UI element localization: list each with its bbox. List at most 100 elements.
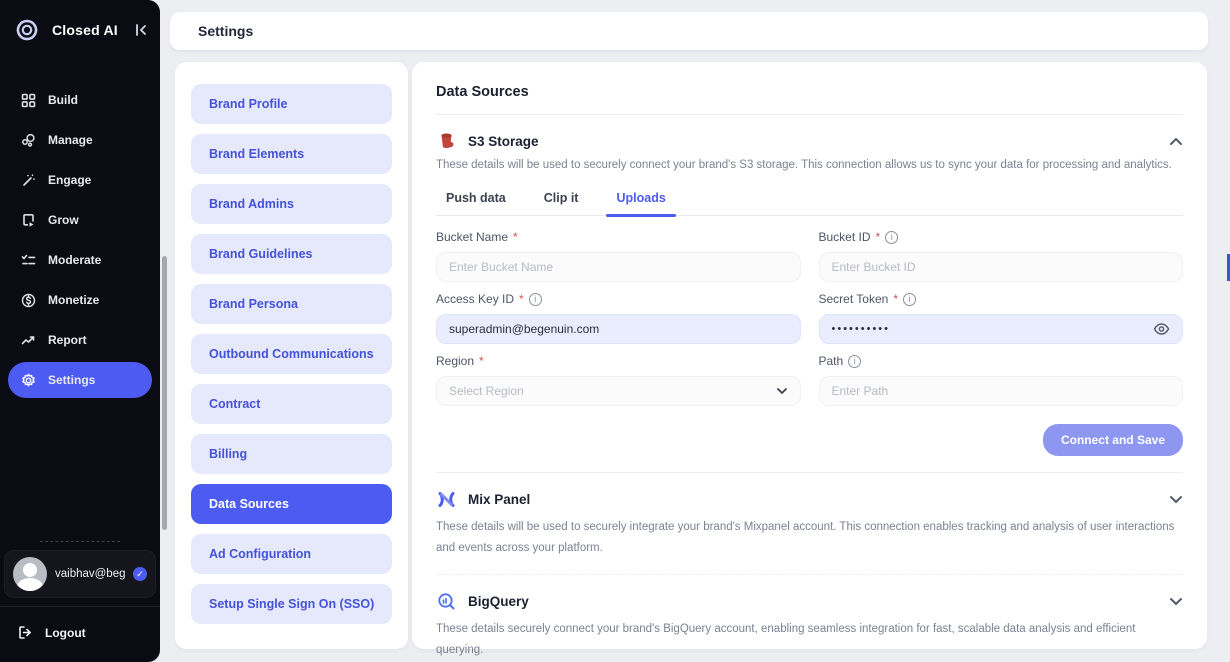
info-icon[interactable]: i (885, 230, 899, 244)
chevron-down-icon[interactable] (1169, 495, 1183, 504)
mixpanel-icon (436, 489, 456, 509)
scrollbar-thumb[interactable] (162, 256, 167, 530)
s3-title: S3 Storage (468, 133, 539, 149)
verified-badge-icon: ✓ (133, 567, 147, 581)
logout-icon (18, 625, 33, 640)
access-key-input[interactable]: superadmin@begenuin.com (436, 314, 801, 345)
info-icon[interactable]: i (848, 354, 862, 368)
settings-nav-item-brand-guidelines[interactable]: Brand Guidelines (191, 234, 392, 274)
s3-form: Bucket Name * Enter Bucket Name Bucket I… (436, 220, 1184, 407)
s3-storage-icon (436, 131, 456, 151)
settings-nav-item-contract[interactable]: Contract (191, 384, 392, 424)
logout-label: Logout (45, 625, 86, 640)
sidebar-item-settings[interactable]: Settings (8, 362, 152, 398)
sidebar-item-moderate[interactable]: Moderate (8, 242, 152, 278)
sidebar-item-report[interactable]: Report (8, 322, 152, 358)
moderate-checklist-icon (20, 252, 36, 268)
tab-push-data[interactable]: Push data (446, 191, 506, 206)
topbar: Settings (170, 12, 1208, 50)
chevron-down-icon (776, 387, 788, 395)
bigquery-description: These details securely connect your bran… (436, 623, 1136, 657)
label-text: Region (436, 354, 475, 369)
mixpanel-description: These details will be used to securely i… (436, 521, 1175, 554)
sidebar-item-grow[interactable]: Grow (8, 202, 152, 238)
section-divider (436, 472, 1183, 474)
settings-nav: Brand Profile Brand Elements Brand Admin… (175, 62, 408, 649)
mixpanel-header[interactable]: Mix Panel (436, 489, 1183, 509)
bucket-name-label: Bucket Name * (436, 230, 801, 244)
info-icon[interactable]: i (528, 292, 542, 306)
label-text: Bucket ID (818, 230, 871, 245)
bigquery-title: BigQuery (468, 593, 529, 609)
label-text: Path (818, 354, 844, 369)
secret-token-label: Secret Token * i (819, 292, 1184, 306)
chevron-down-icon[interactable] (1169, 597, 1183, 606)
form-actions: Connect and Save (436, 424, 1183, 457)
path-input[interactable]: Enter Path (818, 376, 1183, 407)
grow-icon (20, 212, 36, 228)
chevron-up-icon[interactable] (1169, 137, 1183, 146)
sidebar-collapse-icon[interactable] (134, 23, 148, 37)
logout-button[interactable]: Logout (0, 607, 160, 662)
settings-nav-item-billing[interactable]: Billing (191, 434, 392, 474)
bucket-id-field: Bucket ID * i Enter Bucket ID (818, 230, 1184, 283)
secret-token-input[interactable]: •••••••••• (818, 314, 1183, 345)
sidebar-item-manage[interactable]: Manage (8, 122, 152, 158)
required-marker: * (519, 292, 524, 307)
manage-icon (20, 132, 36, 148)
s3-header[interactable]: S3 Storage (436, 131, 1183, 151)
settings-nav-item-brand-elements[interactable]: Brand Elements (191, 134, 392, 174)
region-select[interactable]: Select Region (436, 376, 801, 407)
sidebar-item-label: Monetize (48, 293, 100, 307)
region-label: Region * (436, 354, 801, 368)
section-title: Data Sources (436, 84, 1183, 115)
user-divider (40, 541, 120, 542)
show-password-eye-icon[interactable] (1153, 323, 1170, 335)
settings-nav-item-sso[interactable]: Setup Single Sign On (SSO) (191, 584, 392, 624)
brand-row: Closed AI (0, 0, 160, 60)
text-cursor (1227, 254, 1230, 281)
settings-nav-item-data-sources[interactable]: Data Sources (191, 484, 392, 524)
page-title: Settings (198, 23, 254, 39)
access-key-label: Access Key ID * i (436, 292, 801, 306)
settings-nav-item-brand-profile[interactable]: Brand Profile (191, 84, 392, 124)
required-marker: * (893, 292, 898, 307)
required-marker: * (479, 354, 484, 369)
bigquery-icon (436, 591, 456, 611)
settings-nav-item-brand-persona[interactable]: Brand Persona (191, 284, 392, 324)
bucket-name-field: Bucket Name * Enter Bucket Name (436, 230, 801, 283)
tab-uploads[interactable]: Uploads (606, 185, 677, 218)
user-email: vaibhav@begenu... (55, 568, 125, 580)
data-sources-panel: Data Sources S3 Storage These details wi… (412, 62, 1207, 656)
sidebar-item-monetize[interactable]: Monetize (8, 282, 152, 318)
closed-ai-logo-icon (10, 13, 44, 47)
user-card[interactable]: vaibhav@begenu... ✓ (4, 550, 156, 598)
sidebar-item-label: Grow (48, 213, 79, 227)
label-text: Access Key ID (436, 292, 515, 307)
bucket-id-input[interactable]: Enter Bucket ID (818, 252, 1183, 283)
monetize-dollar-icon (20, 292, 36, 308)
connect-and-save-button[interactable]: Connect and Save (1042, 424, 1183, 457)
bucket-id-label: Bucket ID * i (819, 230, 1184, 244)
info-icon[interactable]: i (903, 292, 916, 306)
label-text: Secret Token (818, 292, 889, 307)
access-key-field: Access Key ID * i superadmin@begenuin.co… (436, 292, 801, 345)
settings-nav-item-brand-admins[interactable]: Brand Admins (191, 184, 392, 224)
settings-nav-item-ad-configuration[interactable]: Ad Configuration (191, 534, 392, 574)
report-chart-icon (20, 332, 36, 348)
settings-nav-item-outbound-communications[interactable]: Outbound Communications (191, 334, 392, 374)
logout-divider (0, 606, 160, 607)
s3-description: These details will be used to securely c… (436, 159, 1172, 171)
bucket-name-input[interactable]: Enter Bucket Name (436, 252, 801, 283)
path-field: Path i Enter Path (818, 354, 1183, 407)
sidebar-item-build[interactable]: Build (8, 82, 152, 118)
region-field: Region * Select Region (436, 354, 801, 407)
sidebar-nav: Build Manage Engage Gr (0, 60, 160, 541)
section-divider (436, 574, 1183, 576)
bigquery-header[interactable]: BigQuery (436, 591, 1183, 611)
build-icon (20, 92, 36, 108)
tab-clip-it[interactable]: Clip it (543, 191, 579, 206)
sidebar-item-engage[interactable]: Engage (8, 162, 152, 198)
sidebar-item-label: Engage (48, 173, 92, 187)
sidebar-item-label: Settings (48, 373, 96, 387)
